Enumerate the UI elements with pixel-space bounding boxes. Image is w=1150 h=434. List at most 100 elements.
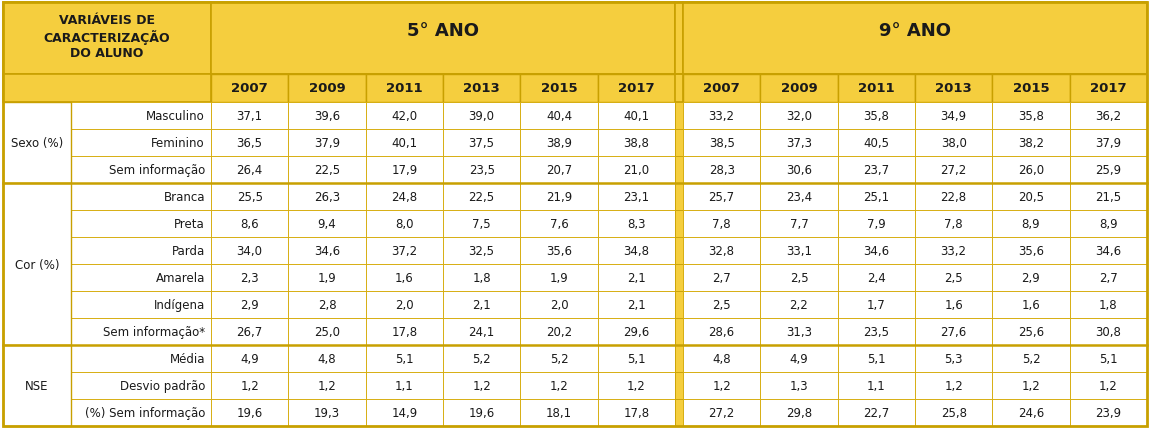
Bar bbox=[71, 103, 210, 130]
Bar bbox=[366, 237, 443, 264]
Text: 37,5: 37,5 bbox=[469, 137, 494, 150]
Text: 8,3: 8,3 bbox=[627, 217, 645, 230]
Text: Desvio padrão: Desvio padrão bbox=[120, 379, 205, 392]
Text: 42,0: 42,0 bbox=[391, 110, 417, 123]
Bar bbox=[837, 75, 915, 103]
Text: 2007: 2007 bbox=[231, 82, 268, 95]
Text: 1,2: 1,2 bbox=[712, 379, 731, 392]
Bar bbox=[683, 237, 760, 264]
Text: 33,2: 33,2 bbox=[941, 244, 967, 257]
Bar bbox=[683, 75, 760, 103]
Text: 25,1: 25,1 bbox=[864, 191, 889, 204]
Bar bbox=[1070, 372, 1147, 399]
Text: 26,4: 26,4 bbox=[237, 164, 263, 177]
Text: 2009: 2009 bbox=[308, 82, 345, 95]
Text: 7,6: 7,6 bbox=[550, 217, 568, 230]
Bar bbox=[915, 345, 992, 372]
Bar bbox=[3, 3, 210, 75]
Text: 35,8: 35,8 bbox=[864, 110, 889, 123]
Bar bbox=[71, 264, 210, 291]
Text: 8,9: 8,9 bbox=[1099, 217, 1118, 230]
Bar bbox=[520, 372, 598, 399]
Text: Branca: Branca bbox=[163, 191, 205, 204]
Text: 1,2: 1,2 bbox=[627, 379, 645, 392]
Bar bbox=[443, 372, 520, 399]
Bar bbox=[520, 399, 598, 426]
Text: 35,6: 35,6 bbox=[1018, 244, 1044, 257]
Bar bbox=[71, 130, 210, 157]
Bar bbox=[992, 345, 1070, 372]
Bar bbox=[760, 130, 837, 157]
Bar bbox=[915, 291, 992, 318]
Text: 37,9: 37,9 bbox=[314, 137, 340, 150]
Text: 25,5: 25,5 bbox=[237, 191, 262, 204]
Text: 5,3: 5,3 bbox=[944, 352, 963, 365]
Text: 22,5: 22,5 bbox=[468, 191, 494, 204]
Text: 1,2: 1,2 bbox=[317, 379, 337, 392]
Text: 40,5: 40,5 bbox=[864, 137, 889, 150]
Bar bbox=[71, 372, 210, 399]
Text: 39,0: 39,0 bbox=[469, 110, 494, 123]
Bar bbox=[675, 318, 683, 345]
Bar bbox=[289, 372, 366, 399]
Bar bbox=[71, 399, 210, 426]
Text: 1,2: 1,2 bbox=[240, 379, 259, 392]
Bar bbox=[71, 184, 210, 210]
Bar bbox=[1070, 157, 1147, 184]
Text: 2,0: 2,0 bbox=[394, 298, 414, 311]
Text: 34,8: 34,8 bbox=[623, 244, 650, 257]
Text: 1,1: 1,1 bbox=[867, 379, 886, 392]
Bar bbox=[683, 399, 760, 426]
Text: 25,7: 25,7 bbox=[708, 191, 735, 204]
Text: 38,5: 38,5 bbox=[708, 137, 735, 150]
Bar bbox=[366, 184, 443, 210]
Text: 40,1: 40,1 bbox=[391, 137, 417, 150]
Text: 5,1: 5,1 bbox=[394, 352, 414, 365]
Text: 23,1: 23,1 bbox=[623, 191, 650, 204]
Text: 21,0: 21,0 bbox=[623, 164, 650, 177]
Text: 34,6: 34,6 bbox=[1095, 244, 1121, 257]
Bar bbox=[366, 399, 443, 426]
Bar bbox=[210, 157, 289, 184]
Text: 22,7: 22,7 bbox=[864, 406, 889, 419]
Bar bbox=[837, 130, 915, 157]
Bar bbox=[915, 103, 992, 130]
Text: 39,6: 39,6 bbox=[314, 110, 340, 123]
Text: 20,5: 20,5 bbox=[1018, 191, 1044, 204]
Bar bbox=[443, 345, 520, 372]
Text: 27,2: 27,2 bbox=[941, 164, 967, 177]
Bar bbox=[210, 372, 289, 399]
Text: 37,3: 37,3 bbox=[785, 137, 812, 150]
Bar bbox=[289, 399, 366, 426]
Bar bbox=[915, 264, 992, 291]
Bar bbox=[210, 184, 289, 210]
Text: 28,6: 28,6 bbox=[708, 325, 735, 338]
Text: 7,8: 7,8 bbox=[712, 217, 731, 230]
Bar bbox=[3, 184, 71, 345]
Bar bbox=[760, 75, 837, 103]
Text: 26,3: 26,3 bbox=[314, 191, 340, 204]
Text: 7,9: 7,9 bbox=[867, 217, 886, 230]
Text: 21,9: 21,9 bbox=[546, 191, 572, 204]
Bar bbox=[289, 184, 366, 210]
Text: 2011: 2011 bbox=[386, 82, 423, 95]
Text: 5° ANO: 5° ANO bbox=[407, 22, 480, 40]
Bar bbox=[210, 345, 289, 372]
Bar bbox=[760, 372, 837, 399]
Bar bbox=[837, 184, 915, 210]
Text: 2007: 2007 bbox=[704, 82, 741, 95]
Text: 2017: 2017 bbox=[618, 82, 654, 95]
Bar bbox=[289, 210, 366, 237]
Text: 24,6: 24,6 bbox=[1018, 406, 1044, 419]
Bar bbox=[760, 210, 837, 237]
Bar bbox=[992, 372, 1070, 399]
Text: 7,8: 7,8 bbox=[944, 217, 963, 230]
Bar bbox=[520, 157, 598, 184]
Bar bbox=[683, 157, 760, 184]
Text: 1,2: 1,2 bbox=[1099, 379, 1118, 392]
Bar bbox=[520, 75, 598, 103]
Bar bbox=[683, 130, 760, 157]
Bar bbox=[598, 75, 675, 103]
Text: Sexo (%): Sexo (%) bbox=[10, 137, 63, 150]
Bar bbox=[837, 372, 915, 399]
